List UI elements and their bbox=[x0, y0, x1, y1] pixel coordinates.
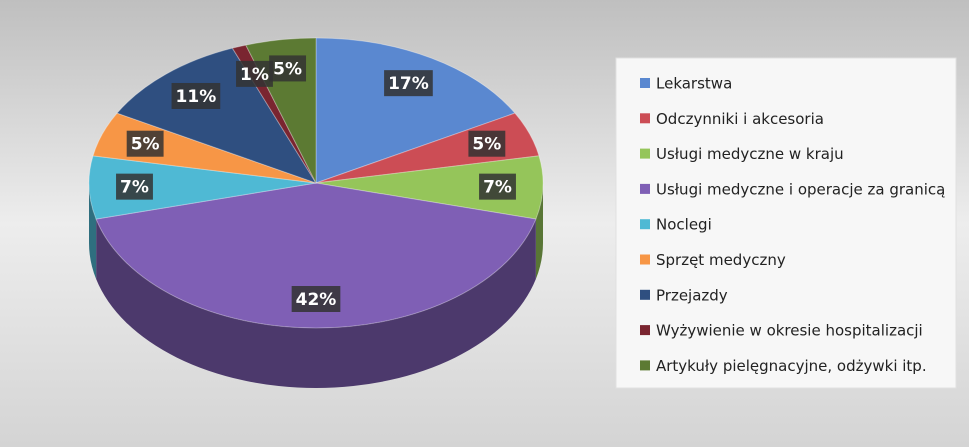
legend-label: Lekarstwa bbox=[656, 75, 732, 93]
data-label: 5% bbox=[472, 135, 501, 155]
data-label: 42% bbox=[296, 290, 337, 310]
slice bbox=[92, 112, 317, 184]
legend-label: Noclegi bbox=[656, 216, 712, 234]
data-label: 1% bbox=[240, 65, 269, 85]
legend-label: Odczynniki i akcesoria bbox=[656, 110, 824, 128]
data-label: 7% bbox=[120, 178, 149, 198]
slice-side bbox=[96, 219, 536, 388]
data-label-box bbox=[126, 130, 164, 157]
data-label-box bbox=[116, 173, 153, 200]
slice-side bbox=[89, 183, 97, 280]
slice bbox=[116, 47, 318, 184]
data-label: 7% bbox=[483, 178, 512, 198]
data-label-box bbox=[468, 130, 506, 157]
slice-side bbox=[535, 183, 543, 280]
legend-swatch bbox=[640, 219, 650, 230]
data-label: 5% bbox=[131, 135, 160, 155]
legend-label: Wyżywienie w okresie hospitalizacji bbox=[656, 322, 923, 340]
data-label-box bbox=[291, 286, 341, 312]
slice bbox=[315, 112, 540, 184]
legend-swatch bbox=[640, 113, 650, 124]
data-label-box bbox=[171, 82, 221, 109]
legend-swatch bbox=[640, 183, 650, 194]
data-label: 17% bbox=[388, 74, 429, 94]
slice bbox=[315, 155, 544, 220]
data-label: 5% bbox=[273, 59, 302, 79]
legend-label: Sprzęt medyczny bbox=[656, 251, 786, 269]
data-label-box bbox=[384, 70, 433, 97]
legend-swatch bbox=[640, 360, 650, 371]
data-label: 11% bbox=[176, 87, 217, 107]
legend-label: Artykuły pielęgnacyjne, odżywki itp. bbox=[656, 357, 927, 375]
legend-label: Usługi medyczne i operacje za granicą bbox=[656, 180, 945, 198]
legend-swatch bbox=[640, 148, 650, 159]
legend-swatch bbox=[640, 289, 650, 300]
data-label-box bbox=[236, 60, 273, 87]
data-label-box bbox=[479, 173, 516, 200]
slice bbox=[95, 182, 537, 329]
legend-swatch bbox=[640, 325, 650, 336]
data-label-box bbox=[269, 55, 307, 82]
slice bbox=[315, 37, 516, 184]
legend-swatch bbox=[640, 254, 650, 265]
legend-box bbox=[615, 57, 957, 389]
slice bbox=[88, 155, 317, 220]
legend-label: Usługi medyczne w kraju bbox=[656, 145, 844, 163]
legend-swatch bbox=[640, 78, 650, 88]
legend-label: Przejazdy bbox=[656, 286, 728, 304]
